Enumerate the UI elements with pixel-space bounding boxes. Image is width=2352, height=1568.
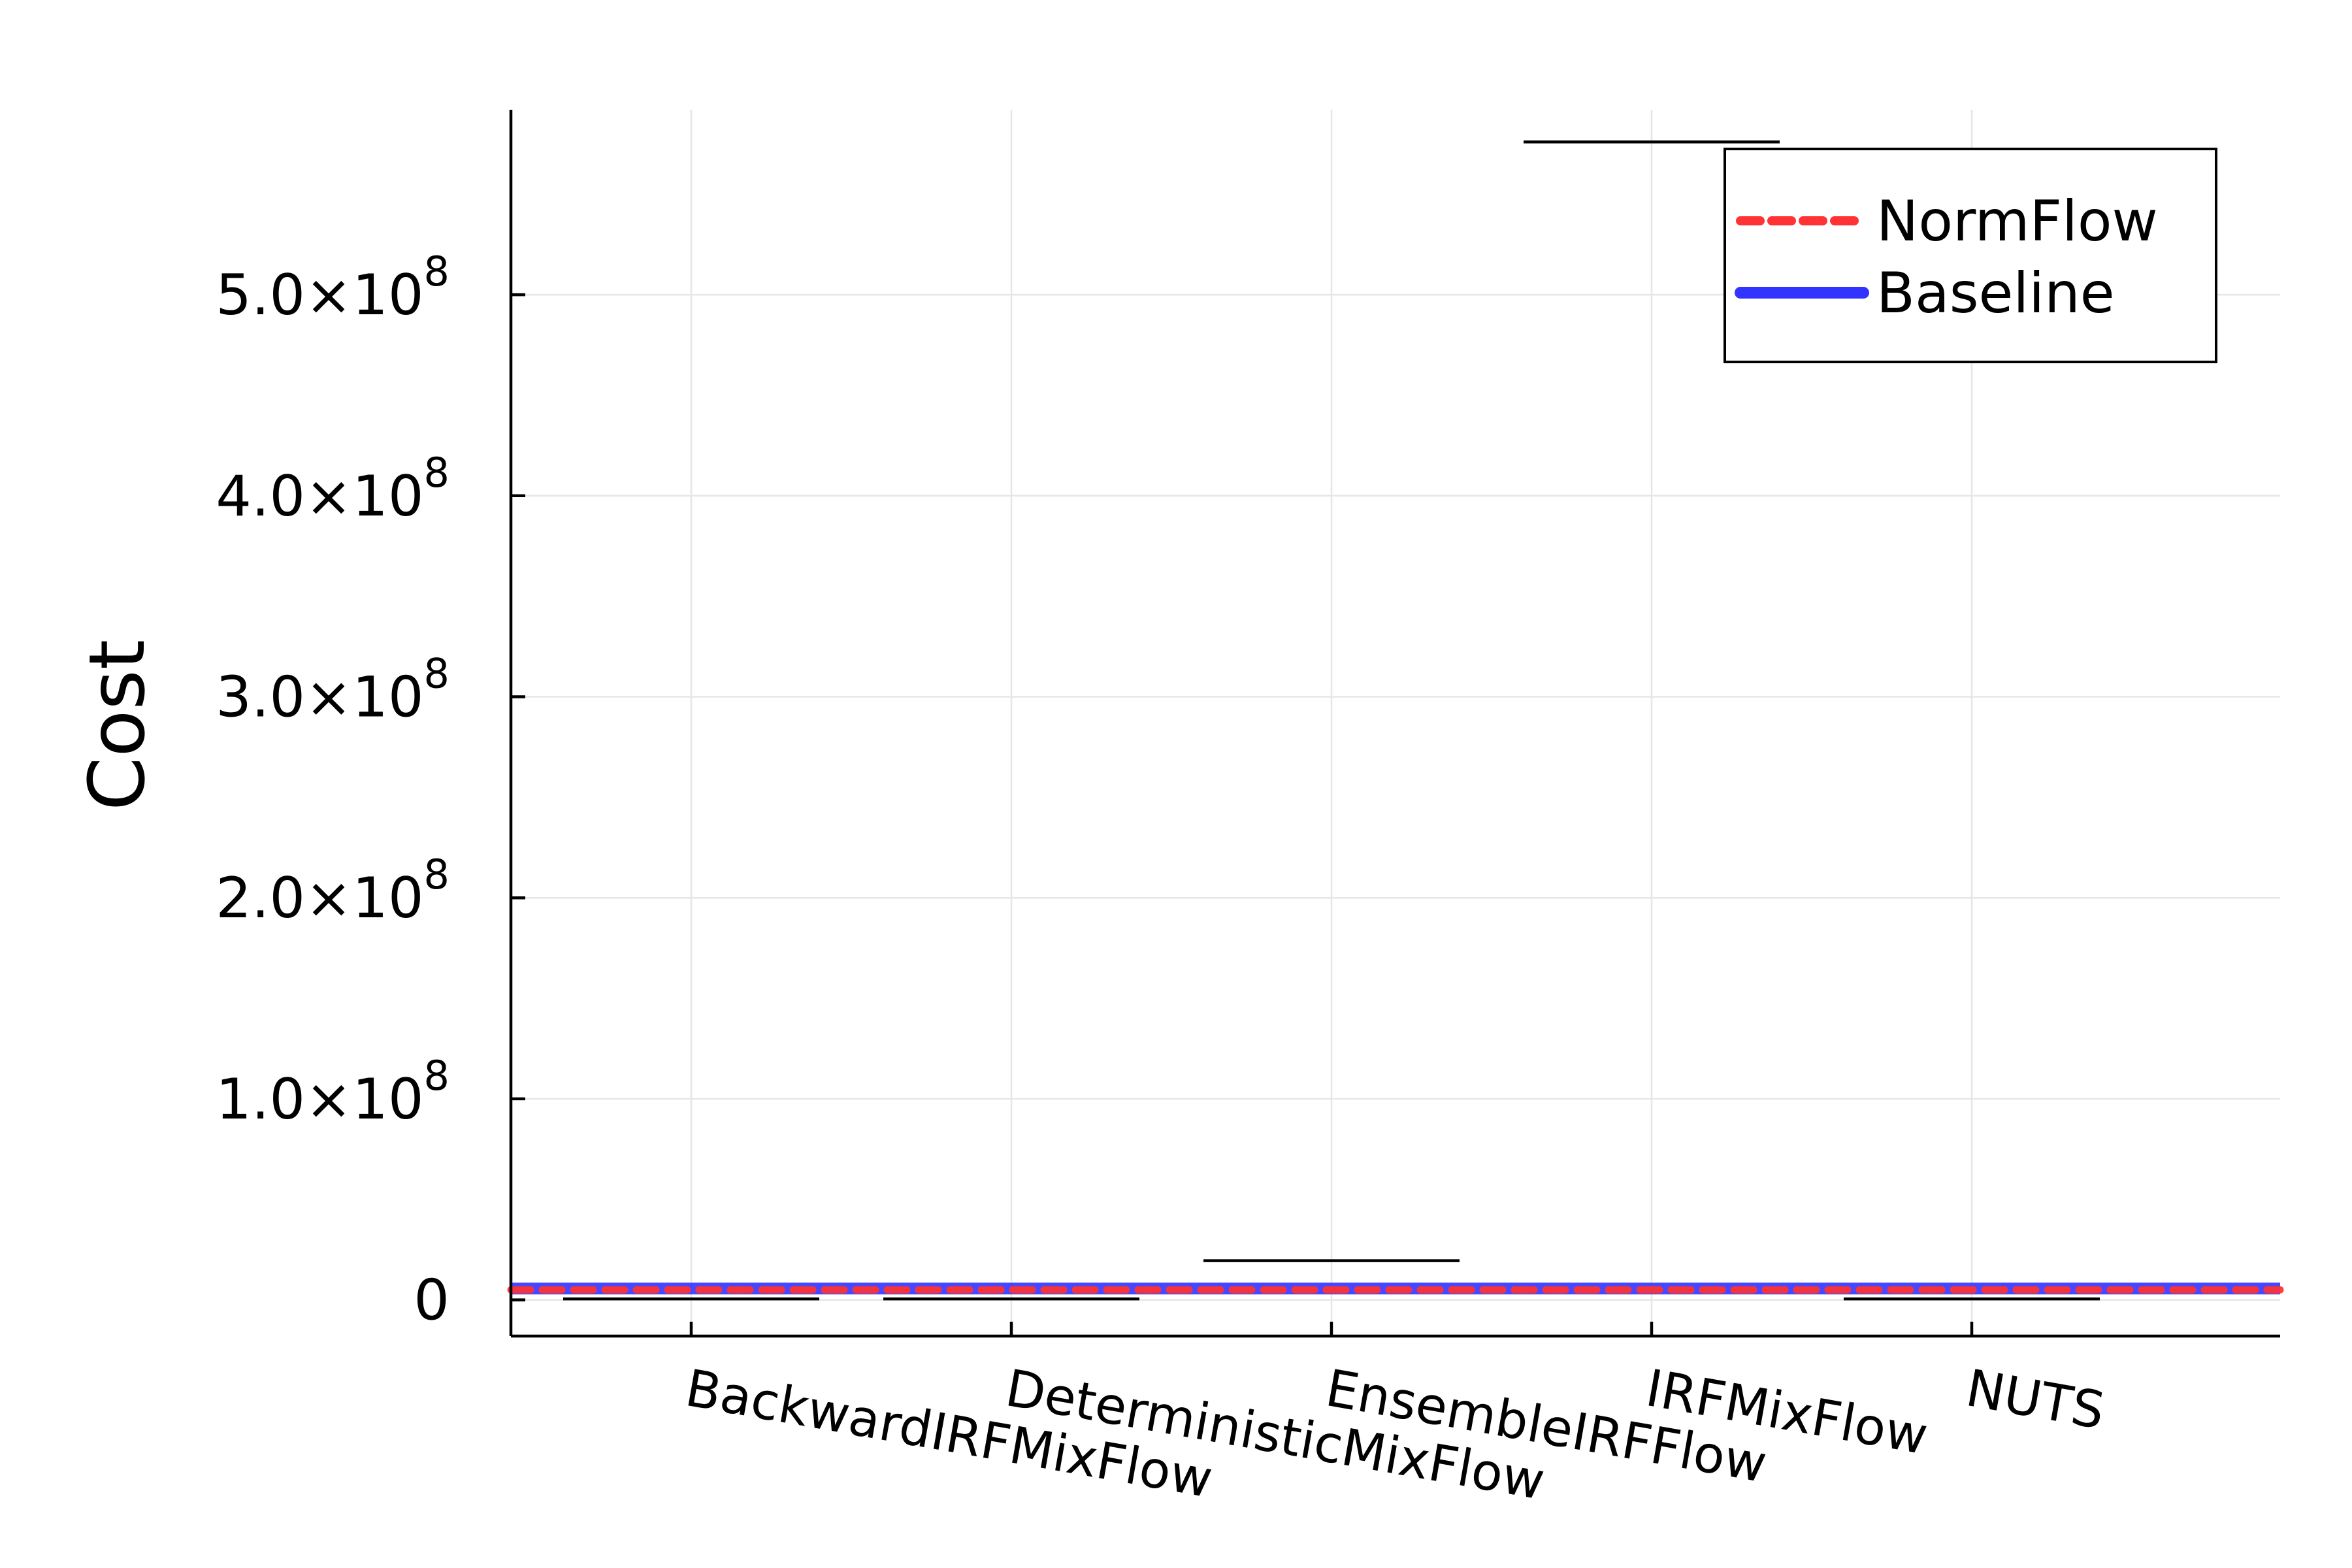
y-tick-label-1: 1.0×108 [216, 1052, 449, 1132]
y-tick-mantissa-2: 2.0×10 [216, 866, 423, 931]
y-tick-label-2: 2.0×108 [216, 851, 449, 931]
legend-box [1723, 148, 2217, 363]
y-tick-label-0: 0 [414, 1268, 449, 1333]
legend: NormFlow Baseline [1723, 148, 2217, 363]
y-tick-exponent-1: 8 [424, 1052, 449, 1100]
legend-label-normflow: NormFlow [1876, 189, 2158, 254]
series-lines [507, 1282, 2284, 1295]
x-tick-label-4: NUTS [1962, 1359, 2109, 1441]
axes [509, 110, 2280, 1338]
x-tick-labels: BackwardIRFMixFlowDeterministicMixFlowEn… [681, 1359, 2109, 1512]
y-tick-exponent-3: 8 [424, 649, 449, 697]
legend-label-baseline: Baseline [1876, 261, 2115, 326]
box-whisker-lines [563, 140, 2100, 1301]
y-tick-label-5: 5.0×108 [216, 248, 449, 328]
y-tick-mantissa-1: 1.0×10 [216, 1067, 423, 1132]
y-tick-mantissa-5: 5.0×10 [216, 263, 423, 328]
y-tick-mantissa-0: 0 [414, 1268, 449, 1333]
y-tick-label-4: 4.0×108 [216, 449, 449, 529]
y-tick-label-3: 3.0×108 [216, 649, 449, 730]
y-tick-mantissa-3: 3.0×10 [216, 664, 423, 730]
y-tick-exponent-2: 8 [424, 851, 449, 898]
y-axis-title: Cost [72, 640, 162, 811]
y-tick-exponent-4: 8 [424, 449, 449, 497]
y-tick-exponent-5: 8 [424, 248, 449, 295]
y-tick-mantissa-4: 4.0×10 [216, 464, 423, 529]
